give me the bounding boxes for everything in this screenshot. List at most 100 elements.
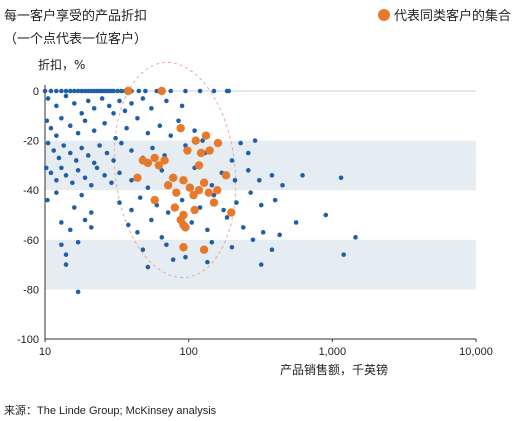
data-point: [192, 128, 197, 133]
data-point: [91, 128, 97, 133]
data-point: [140, 247, 146, 253]
data-point: [54, 133, 59, 138]
data-point: [269, 247, 275, 253]
data-point: [75, 289, 81, 295]
data-point: [168, 88, 174, 94]
y-tick-label: 0: [33, 86, 39, 98]
data-point: [240, 225, 246, 230]
data-point: [119, 88, 124, 94]
data-point: [42, 88, 48, 94]
cluster-point: [194, 161, 204, 170]
cluster-point: [196, 148, 206, 158]
data-point: [61, 143, 67, 148]
data-point: [341, 252, 347, 257]
data-point: [99, 96, 105, 101]
data-point: [179, 197, 185, 203]
data-point: [269, 173, 275, 178]
data-point: [111, 111, 116, 116]
data-point: [45, 96, 51, 101]
data-point: [197, 88, 203, 94]
data-point: [113, 135, 118, 141]
data-point: [145, 264, 151, 270]
data-point: [145, 185, 151, 191]
data-point: [137, 195, 143, 200]
data-point: [79, 145, 84, 151]
data-point: [48, 88, 54, 94]
data-point: [145, 130, 151, 136]
data-point: [277, 232, 282, 238]
data-point: [59, 88, 64, 94]
y-tick-label: -20: [23, 136, 39, 148]
cluster-point: [179, 243, 188, 252]
x-tick-label: 1,000: [319, 346, 347, 358]
data-point: [300, 173, 305, 178]
cluster-point: [133, 173, 142, 182]
data-point: [67, 227, 73, 233]
data-point: [205, 227, 210, 233]
data-point: [197, 205, 203, 210]
cluster-point: [170, 203, 179, 212]
data-point: [165, 210, 171, 215]
data-point: [72, 88, 77, 94]
y-tick-label: -80: [23, 284, 39, 296]
cluster-point: [160, 156, 169, 165]
data-point: [189, 220, 195, 225]
legend-orange-dot: [378, 8, 390, 21]
data-point: [293, 220, 299, 225]
data-point: [88, 182, 94, 188]
data-point: [150, 145, 155, 151]
cluster-point: [213, 138, 223, 148]
data-point: [70, 180, 75, 186]
data-point: [226, 88, 232, 94]
data-point: [44, 118, 50, 124]
data-point: [211, 192, 217, 198]
cluster-point: [181, 223, 190, 232]
cluster-point: [185, 183, 195, 192]
data-point: [45, 140, 51, 146]
data-point: [82, 88, 88, 94]
y-tick-label: -100: [17, 334, 39, 346]
cluster-point: [163, 181, 173, 190]
data-point: [82, 118, 88, 124]
data-point: [176, 118, 181, 124]
data-point: [54, 177, 59, 183]
data-point: [258, 202, 264, 208]
data-point: [234, 200, 239, 205]
data-point: [82, 175, 88, 181]
data-point: [159, 168, 165, 173]
legend-label: 代表同类客户的集合: [394, 9, 512, 24]
data-point: [75, 168, 81, 173]
data-point: [229, 244, 235, 250]
data-point: [232, 177, 238, 183]
data-point: [209, 239, 215, 245]
chart-title: 每一客户享受的产品折扣: [4, 9, 148, 24]
cluster-point: [209, 198, 219, 207]
cluster-point: [154, 161, 164, 170]
data-point: [115, 88, 120, 94]
data-point: [111, 158, 116, 163]
data-point: [59, 220, 64, 225]
data-point: [124, 125, 129, 131]
data-point: [85, 98, 91, 104]
cluster-point: [168, 173, 178, 182]
cluster-point: [191, 136, 200, 145]
data-point: [159, 235, 165, 240]
data-point: [211, 88, 217, 94]
data-point: [129, 101, 134, 106]
data-point: [59, 165, 64, 171]
data-point: [48, 170, 54, 176]
data-point: [129, 177, 134, 183]
data-point: [72, 101, 77, 106]
data-point: [63, 93, 69, 99]
data-point: [79, 88, 84, 94]
data-point: [164, 98, 169, 104]
data-point: [91, 106, 97, 111]
data-point: [129, 148, 134, 153]
cluster-point: [194, 186, 204, 195]
legend: 代表同类客户的集合: [378, 5, 511, 24]
cluster-point: [176, 124, 185, 133]
data-point: [63, 173, 69, 178]
data-point: [91, 160, 97, 166]
data-point: [238, 140, 243, 146]
